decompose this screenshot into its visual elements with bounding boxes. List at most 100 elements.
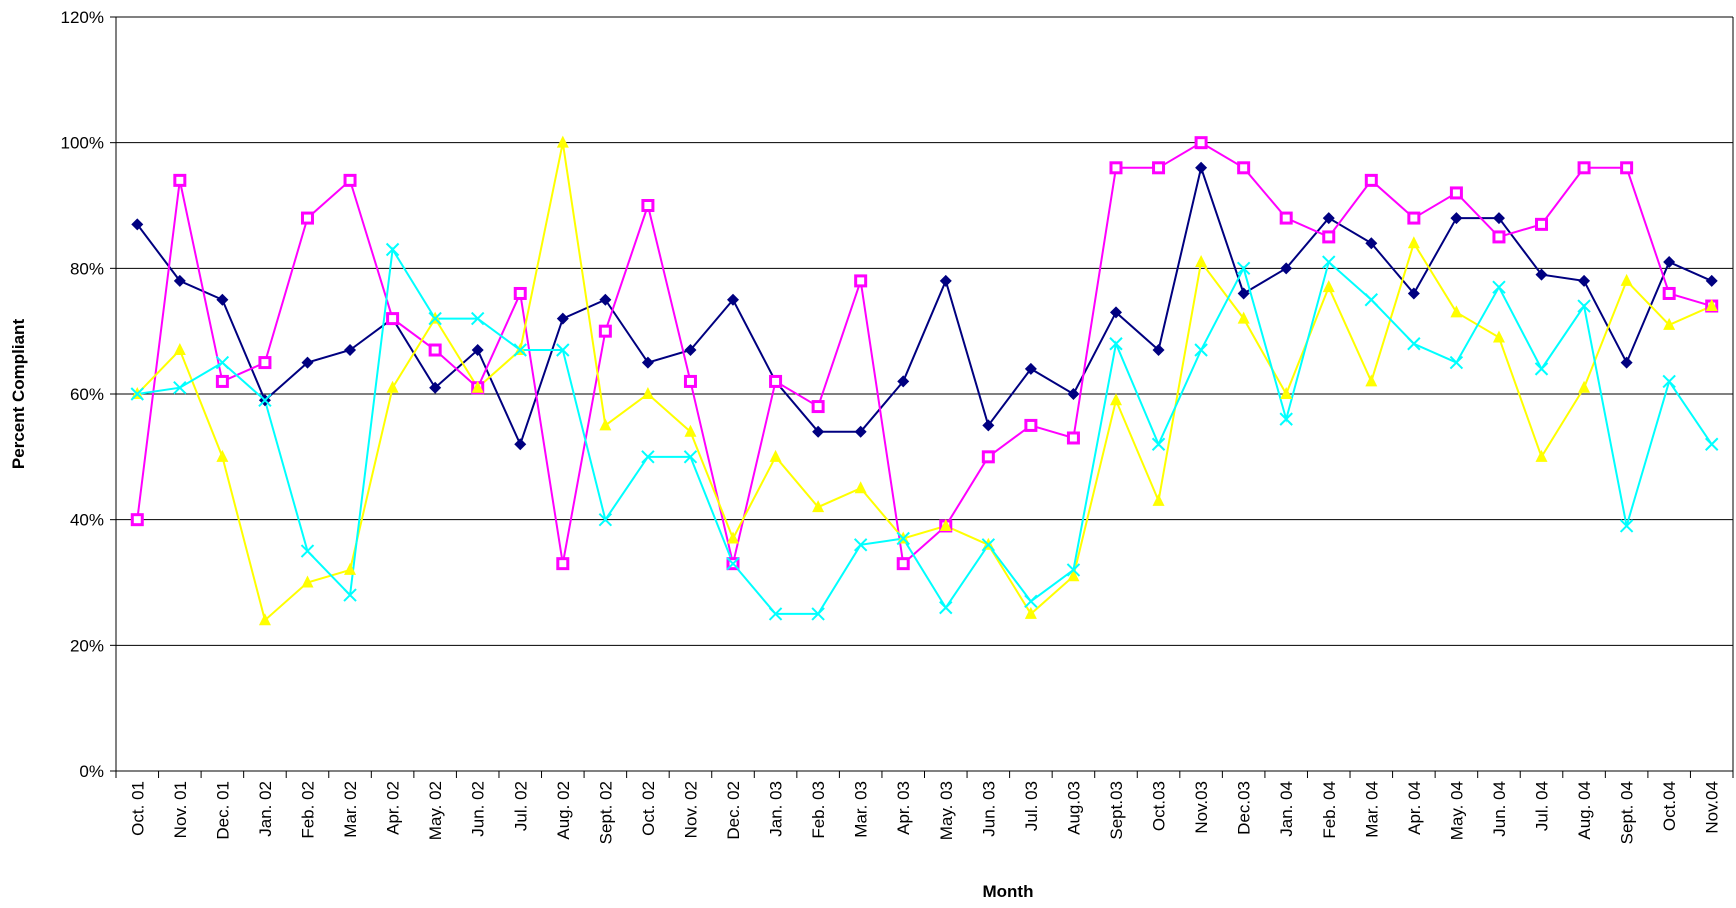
- x-marker: [1066, 563, 1081, 577]
- square-marker: [343, 173, 357, 187]
- diamond-marker: [1322, 212, 1335, 225]
- square-marker: [1152, 161, 1166, 175]
- x-marker: [811, 607, 825, 621]
- triangle-marker: [1280, 387, 1293, 399]
- diamond-marker: [1663, 256, 1676, 269]
- x-tick-label: Jan. 03: [767, 781, 786, 837]
- triangle-marker: [386, 380, 399, 393]
- x-tick-label: Jun. 02: [469, 781, 488, 837]
- x-marker: [1492, 280, 1506, 294]
- triangle-marker: [684, 424, 697, 437]
- square-marker: [854, 274, 868, 288]
- diamond-marker: [429, 381, 442, 394]
- diamond-marker: [1067, 388, 1080, 400]
- y-tick-label: 60%: [70, 385, 104, 404]
- square-marker: [598, 324, 612, 338]
- square-marker: [1279, 211, 1293, 225]
- x-tick-label: Feb. 03: [809, 781, 828, 839]
- diamond-marker: [812, 425, 825, 438]
- x-tick-label: Jan. 04: [1277, 781, 1296, 837]
- diamond-marker: [1492, 212, 1505, 225]
- x-tick-label: Oct.04: [1660, 781, 1679, 831]
- diamond-marker: [471, 344, 484, 357]
- x-tick-label: Sept.03: [1107, 781, 1126, 840]
- square-marker: [1322, 230, 1336, 244]
- diamond-marker: [216, 293, 229, 306]
- triangle-marker: [1492, 330, 1505, 343]
- triangle-marker: [1450, 305, 1463, 318]
- square-marker: [173, 173, 187, 187]
- diamond-marker: [514, 438, 527, 451]
- diamond-marker: [641, 356, 654, 369]
- x-marker: [939, 600, 953, 615]
- diamond-marker: [939, 274, 952, 287]
- diamond-marker: [1109, 306, 1122, 319]
- square-marker: [683, 374, 697, 388]
- x-marker: [896, 531, 910, 546]
- diamond-marker: [1407, 287, 1420, 300]
- square-marker: [300, 211, 314, 225]
- square-marker: [1492, 230, 1506, 244]
- square-marker: [513, 286, 527, 300]
- triangle-marker: [769, 449, 782, 462]
- square-marker: [1577, 161, 1591, 175]
- x-tick-label: May. 02: [426, 781, 445, 840]
- square-marker: [1364, 173, 1378, 187]
- triangle-marker: [471, 380, 484, 393]
- x-tick-label: Dec. 02: [724, 781, 743, 840]
- x-tick-label: Sept. 02: [596, 781, 615, 844]
- x-marker: [1194, 343, 1208, 357]
- x-tick-label: May. 03: [937, 781, 956, 840]
- triangle-marker: [1067, 569, 1080, 582]
- x-marker: [1534, 362, 1549, 376]
- x-tick-label: Oct.03: [1150, 781, 1169, 831]
- square-marker: [386, 312, 400, 326]
- x-tick-label: Aug.03: [1064, 781, 1083, 835]
- diamond-marker: [1365, 237, 1378, 250]
- x-marker: [1619, 519, 1634, 533]
- x-marker: [215, 355, 230, 370]
- x-tick-label: Apr. 02: [384, 781, 403, 835]
- diamond-marker: [684, 344, 697, 357]
- series-line: [136, 142, 1713, 623]
- diamond-marker: [556, 312, 569, 325]
- x-marker: [1577, 299, 1591, 313]
- x-tick-label: Oct. 02: [639, 781, 658, 836]
- triangle-marker: [1024, 606, 1037, 619]
- y-tick-label: 40%: [70, 511, 104, 530]
- square-marker: [811, 400, 825, 414]
- triangle-marker: [1237, 311, 1250, 324]
- diamond-marker: [344, 344, 357, 357]
- x-marker: [726, 556, 740, 571]
- triangle-marker: [301, 575, 314, 588]
- square-marker: [896, 557, 910, 571]
- y-tick-label: 100%: [61, 134, 104, 153]
- x-tick-label: Sept. 04: [1618, 781, 1637, 844]
- x-tick-label: Aug. 02: [554, 781, 573, 840]
- triangle-marker: [1578, 380, 1591, 393]
- diamond-marker: [1578, 274, 1591, 287]
- series-line: [137, 246, 1713, 615]
- triangle-marker: [258, 613, 271, 626]
- x-tick-label: Jul. 04: [1533, 781, 1552, 831]
- y-tick-label: 80%: [70, 259, 104, 278]
- x-tick-label: Feb. 02: [298, 781, 317, 839]
- x-tick-label: Apr. 04: [1405, 781, 1424, 835]
- x-marker: [1364, 293, 1379, 307]
- x-tick-label: Aug. 04: [1575, 781, 1594, 840]
- diamond-marker: [599, 293, 612, 306]
- x-tick-label: Mar. 04: [1362, 781, 1381, 838]
- x-marker: [768, 607, 783, 621]
- x-marker: [1279, 412, 1293, 426]
- square-marker: [1535, 217, 1549, 231]
- diamond-marker: [1024, 362, 1037, 375]
- y-tick-label: 20%: [70, 636, 104, 655]
- triangle-marker: [1195, 255, 1208, 268]
- x-marker: [173, 381, 187, 395]
- square-marker: [1662, 286, 1676, 300]
- x-tick-label: Nov. 02: [681, 781, 700, 838]
- x-marker: [1151, 437, 1166, 451]
- x-tick-label: May. 04: [1447, 781, 1466, 840]
- diamond-marker: [1620, 356, 1633, 369]
- x-marker: [1109, 337, 1123, 351]
